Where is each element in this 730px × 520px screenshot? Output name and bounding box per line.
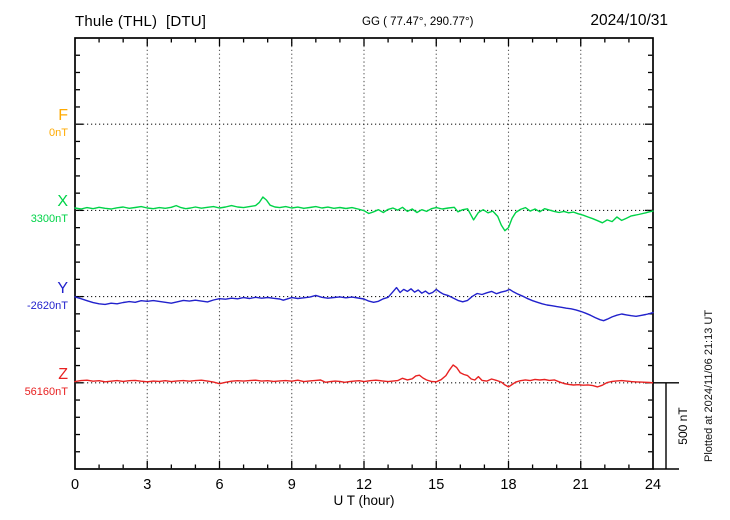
geographic-coords-label: GG ( 77.47°, 290.77°) bbox=[362, 16, 474, 28]
scale-bar-label: 500 nT bbox=[676, 407, 690, 445]
channel-label-Z: Z bbox=[58, 365, 68, 383]
x-axis-title: U T (hour) bbox=[333, 493, 395, 508]
x-tick-label-3: 3 bbox=[143, 477, 151, 493]
x-tick-label-15: 15 bbox=[428, 477, 444, 493]
channel-label-Y: Y bbox=[57, 279, 68, 297]
channel-baseline-value-X: 3300nT bbox=[30, 213, 68, 226]
date-label: 2024/10/31 bbox=[590, 12, 668, 29]
trace-Z bbox=[74, 364, 654, 388]
channel-baseline-value-Z: 56160nT bbox=[24, 385, 68, 398]
station-title: Thule (THL) [DTU] bbox=[75, 13, 207, 30]
channel-label-F: F bbox=[58, 107, 68, 125]
channel-baseline-value-F: 0nT bbox=[49, 127, 68, 140]
channel-label-X: X bbox=[57, 193, 68, 211]
x-tick-label-24: 24 bbox=[645, 477, 661, 493]
x-tick-label-18: 18 bbox=[500, 477, 516, 493]
x-tick-label-0: 0 bbox=[71, 477, 79, 493]
channel-baseline-value-Y: -2620nT bbox=[27, 299, 68, 312]
x-tick-label-9: 9 bbox=[288, 477, 296, 493]
plot-frame bbox=[74, 37, 654, 470]
x-tick-label-21: 21 bbox=[573, 477, 589, 493]
trace-X bbox=[74, 196, 654, 232]
plotted-timestamp: Plotted at 2024/11/06 21:13 UT bbox=[703, 309, 715, 462]
x-tick-label-12: 12 bbox=[356, 477, 372, 493]
trace-Y bbox=[74, 286, 654, 322]
x-tick-label-6: 6 bbox=[215, 477, 223, 493]
